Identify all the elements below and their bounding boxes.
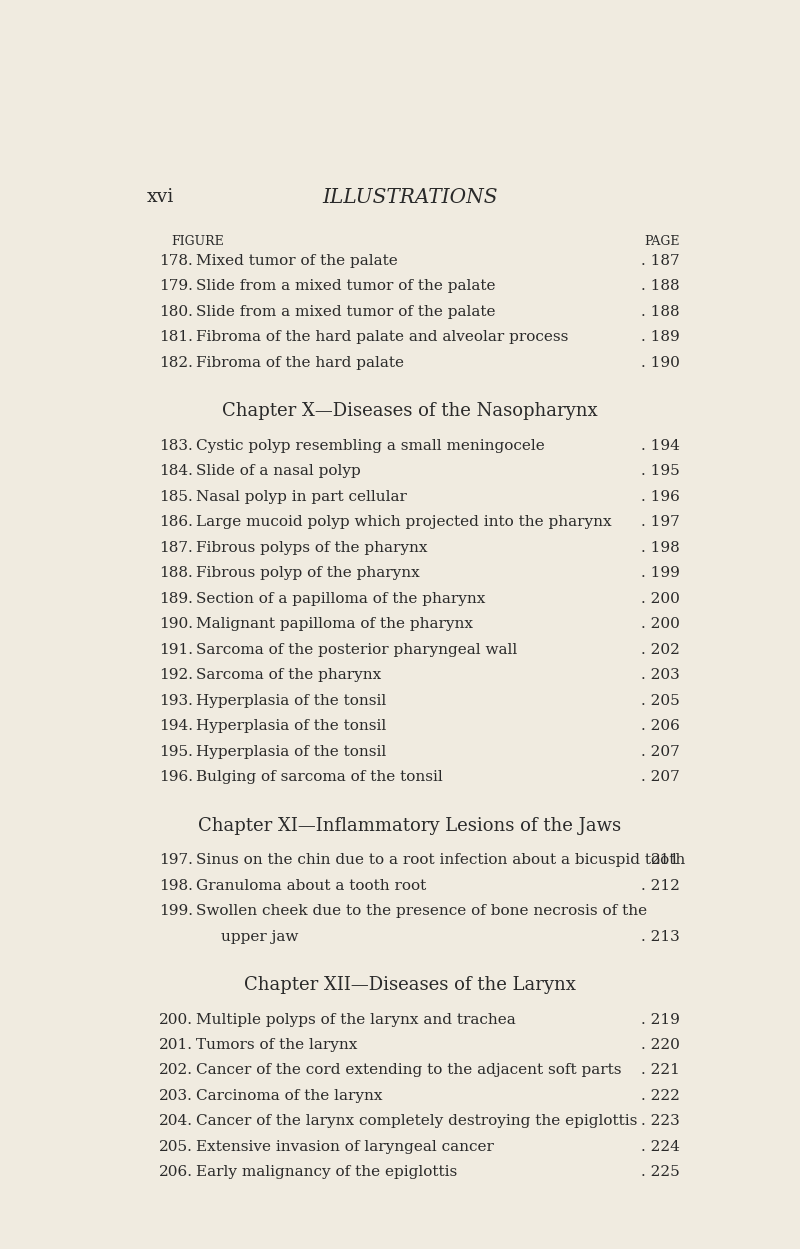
Text: Hyperplasia of the tonsil: Hyperplasia of the tonsil (196, 744, 386, 758)
Text: . 205: . 205 (641, 693, 680, 708)
Text: Carcinoma of the larynx: Carcinoma of the larynx (196, 1089, 382, 1103)
Text: Early malignancy of the epiglottis: Early malignancy of the epiglottis (196, 1165, 458, 1179)
Text: 196.: 196. (159, 771, 193, 784)
Text: . 200: . 200 (641, 592, 680, 606)
Text: Sarcoma of the pharynx: Sarcoma of the pharynx (196, 668, 382, 682)
Text: 185.: 185. (159, 490, 193, 503)
Text: . 213: . 213 (641, 929, 680, 943)
Text: . 188: . 188 (641, 305, 680, 318)
Text: Fibroma of the hard palate: Fibroma of the hard palate (196, 356, 404, 370)
Text: 180.: 180. (159, 305, 193, 318)
Text: . 220: . 220 (641, 1038, 680, 1052)
Text: . 202: . 202 (641, 642, 680, 657)
Text: 179.: 179. (159, 280, 193, 294)
Text: Sinus on the chin due to a root infection about a bicuspid tooth: Sinus on the chin due to a root infectio… (196, 853, 686, 867)
Text: . 222: . 222 (641, 1089, 680, 1103)
Text: 187.: 187. (159, 541, 193, 555)
Text: 184.: 184. (159, 465, 193, 478)
Text: 201.: 201. (159, 1038, 193, 1052)
Text: 183.: 183. (159, 438, 193, 452)
Text: FIGURE: FIGURE (171, 235, 224, 247)
Text: 189.: 189. (159, 592, 193, 606)
Text: . 224: . 224 (641, 1140, 680, 1154)
Text: Cystic polyp resembling a small meningocele: Cystic polyp resembling a small meningoc… (196, 438, 545, 452)
Text: 205.: 205. (159, 1140, 193, 1154)
Text: . 199: . 199 (641, 566, 680, 580)
Text: upper jaw: upper jaw (221, 929, 298, 943)
Text: Chapter XII—Diseases of the Larynx: Chapter XII—Diseases of the Larynx (244, 977, 576, 994)
Text: 190.: 190. (159, 617, 193, 631)
Text: Slide of a nasal polyp: Slide of a nasal polyp (196, 465, 361, 478)
Text: . 197: . 197 (641, 515, 680, 530)
Text: . 223: . 223 (641, 1114, 680, 1128)
Text: Extensive invasion of laryngeal cancer: Extensive invasion of laryngeal cancer (196, 1140, 494, 1154)
Text: 202.: 202. (159, 1063, 193, 1078)
Text: 178.: 178. (159, 254, 193, 267)
Text: . 187: . 187 (641, 254, 680, 267)
Text: . 194: . 194 (641, 438, 680, 452)
Text: . 200: . 200 (641, 617, 680, 631)
Text: . 198: . 198 (641, 541, 680, 555)
Text: Multiple polyps of the larynx and trachea: Multiple polyps of the larynx and trache… (196, 1013, 516, 1027)
Text: Malignant papilloma of the pharynx: Malignant papilloma of the pharynx (196, 617, 473, 631)
Text: Slide from a mixed tumor of the palate: Slide from a mixed tumor of the palate (196, 280, 496, 294)
Text: . 207: . 207 (641, 744, 680, 758)
Text: PAGE: PAGE (644, 235, 680, 247)
Text: . 221: . 221 (641, 1063, 680, 1078)
Text: . 196: . 196 (641, 490, 680, 503)
Text: 195.: 195. (159, 744, 193, 758)
Text: 194.: 194. (159, 719, 193, 733)
Text: Slide from a mixed tumor of the palate: Slide from a mixed tumor of the palate (196, 305, 496, 318)
Text: . 206: . 206 (641, 719, 680, 733)
Text: 198.: 198. (159, 878, 193, 893)
Text: Cancer of the larynx completely destroying the epiglottis: Cancer of the larynx completely destroyi… (196, 1114, 638, 1128)
Text: Sarcoma of the posterior pharyngeal wall: Sarcoma of the posterior pharyngeal wall (196, 642, 518, 657)
Text: 191.: 191. (159, 642, 193, 657)
Text: 197.: 197. (159, 853, 193, 867)
Text: Chapter XI—Inflammatory Lesions of the Jaws: Chapter XI—Inflammatory Lesions of the J… (198, 817, 622, 834)
Text: Hyperplasia of the tonsil: Hyperplasia of the tonsil (196, 719, 386, 733)
Text: 206.: 206. (159, 1165, 193, 1179)
Text: . 188: . 188 (641, 280, 680, 294)
Text: . 203: . 203 (641, 668, 680, 682)
Text: 199.: 199. (159, 904, 193, 918)
Text: . 225: . 225 (641, 1165, 680, 1179)
Text: 200.: 200. (159, 1013, 193, 1027)
Text: . 190: . 190 (641, 356, 680, 370)
Text: . 207: . 207 (641, 771, 680, 784)
Text: Mixed tumor of the palate: Mixed tumor of the palate (196, 254, 398, 267)
Text: Fibrous polyps of the pharynx: Fibrous polyps of the pharynx (196, 541, 428, 555)
Text: . 212: . 212 (641, 878, 680, 893)
Text: Bulging of sarcoma of the tonsil: Bulging of sarcoma of the tonsil (196, 771, 443, 784)
Text: 188.: 188. (159, 566, 193, 580)
Text: 182.: 182. (159, 356, 193, 370)
Text: Hyperplasia of the tonsil: Hyperplasia of the tonsil (196, 693, 386, 708)
Text: Fibrous polyp of the pharynx: Fibrous polyp of the pharynx (196, 566, 420, 580)
Text: Nasal polyp in part cellular: Nasal polyp in part cellular (196, 490, 407, 503)
Text: 186.: 186. (159, 515, 193, 530)
Text: . 219: . 219 (641, 1013, 680, 1027)
Text: . 195: . 195 (641, 465, 680, 478)
Text: Fibroma of the hard palate and alveolar process: Fibroma of the hard palate and alveolar … (196, 330, 569, 345)
Text: 192.: 192. (159, 668, 193, 682)
Text: 193.: 193. (159, 693, 193, 708)
Text: Large mucoid polyp which projected into the pharynx: Large mucoid polyp which projected into … (196, 515, 612, 530)
Text: Tumors of the larynx: Tumors of the larynx (196, 1038, 358, 1052)
Text: 204.: 204. (159, 1114, 193, 1128)
Text: 211: 211 (650, 853, 680, 867)
Text: Section of a papilloma of the pharynx: Section of a papilloma of the pharynx (196, 592, 486, 606)
Text: . 189: . 189 (641, 330, 680, 345)
Text: Swollen cheek due to the presence of bone necrosis of the: Swollen cheek due to the presence of bon… (196, 904, 647, 918)
Text: Chapter X—Diseases of the Nasopharynx: Chapter X—Diseases of the Nasopharynx (222, 402, 598, 421)
Text: Cancer of the cord extending to the adjacent soft parts: Cancer of the cord extending to the adja… (196, 1063, 622, 1078)
Text: ILLUSTRATIONS: ILLUSTRATIONS (322, 189, 498, 207)
Text: Granuloma about a tooth root: Granuloma about a tooth root (196, 878, 426, 893)
Text: xvi: xvi (146, 189, 174, 206)
Text: 203.: 203. (159, 1089, 193, 1103)
Text: 181.: 181. (159, 330, 193, 345)
